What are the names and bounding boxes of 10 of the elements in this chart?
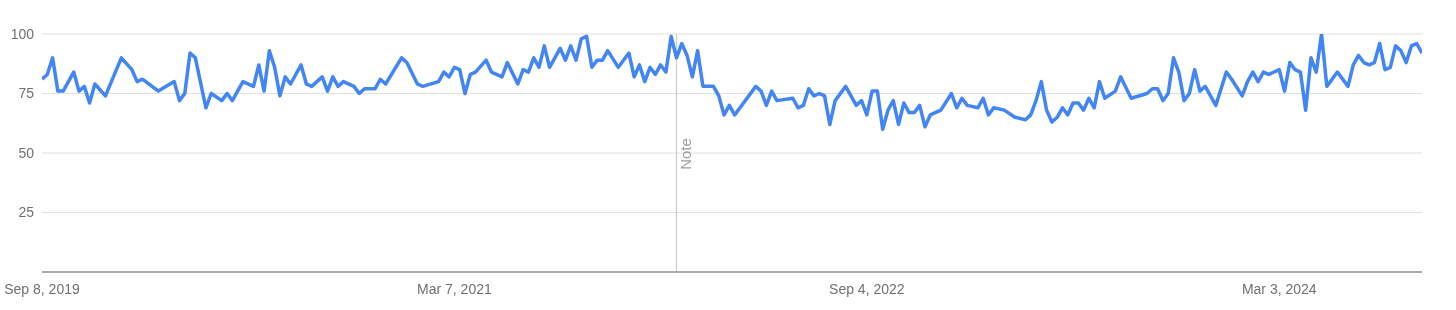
y-tick-label: 50 [18, 144, 35, 161]
ref-line-label: Note [677, 138, 695, 170]
y-tick-label: 100 [10, 25, 35, 42]
x-tick-label: Sep 4, 2022 [829, 280, 905, 297]
x-tick-label: Sep 8, 2019 [4, 280, 80, 297]
y-tick-label: 25 [18, 204, 35, 221]
x-tick-label: Mar 3, 2024 [1241, 280, 1317, 297]
y-tick-label: 75 [18, 85, 35, 102]
x-tick-label: Mar 7, 2021 [417, 280, 492, 297]
line-series [42, 34, 1422, 131]
